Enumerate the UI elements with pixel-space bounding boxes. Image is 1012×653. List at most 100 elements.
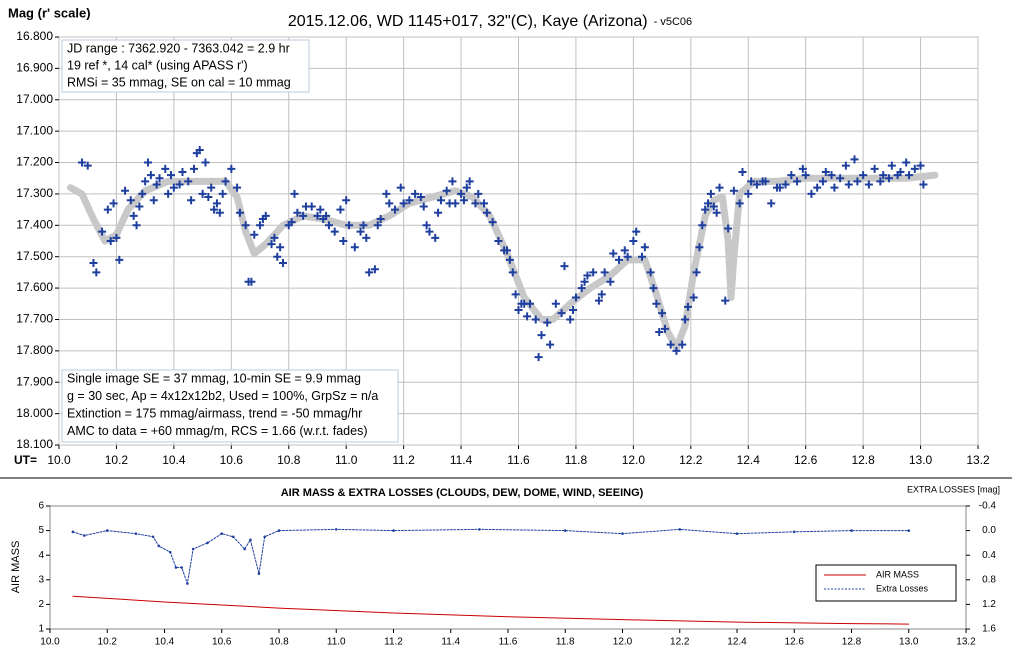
data-point [701, 205, 710, 214]
data-point [273, 252, 282, 261]
y-tick-label: 17.900 [16, 374, 53, 388]
data-point [287, 218, 296, 227]
data-point [442, 186, 451, 195]
data-point [235, 208, 244, 217]
data-point [503, 246, 512, 255]
annotation-text: JD range : 7362.920 - 7363.042 = 2.9 hr [67, 41, 290, 55]
data-point [399, 199, 408, 208]
series-point [563, 529, 567, 532]
x-tick-label: 11.4 [441, 637, 460, 648]
data-point [339, 237, 348, 245]
x-tick-label: 12.8 [851, 453, 875, 467]
data-point [646, 268, 655, 277]
y2-tick-label: -0.4 [979, 501, 997, 512]
data-point [391, 205, 400, 214]
data-point [787, 171, 796, 180]
data-point [704, 199, 713, 208]
data-point [543, 318, 552, 327]
data-point [919, 180, 928, 189]
y-tick-label: 17.300 [16, 186, 53, 200]
y2-axis-label: EXTRA LOSSES [mag] [907, 484, 1000, 494]
data-point [152, 180, 161, 189]
series-point [263, 535, 266, 539]
data-point [709, 202, 718, 211]
x-tick-label: 12.0 [622, 453, 646, 467]
x-tick-label: 11.6 [499, 637, 518, 648]
data-point [821, 167, 830, 176]
data-point [560, 262, 569, 271]
x-tick-label: 12.4 [737, 453, 761, 467]
x-tick-label: 11.0 [327, 637, 346, 648]
data-point [609, 249, 618, 258]
data-point [793, 177, 802, 186]
y-axis-label: AIR MASS [10, 541, 22, 594]
title-suffix: - v5C06 [654, 16, 693, 28]
data-point [798, 164, 807, 173]
x-tick-label: 10.2 [105, 453, 129, 467]
data-point [551, 299, 560, 308]
data-point [115, 255, 124, 264]
data-point [350, 243, 359, 252]
data-point [382, 189, 391, 198]
x-tick-label: 10.6 [220, 453, 244, 467]
data-point [279, 258, 288, 267]
series-point [206, 541, 209, 545]
y-tick-label: 2 [38, 599, 44, 610]
data-point [198, 189, 207, 198]
data-point [531, 315, 540, 324]
data-point [494, 237, 503, 245]
data-point [462, 183, 471, 192]
x-tick-label: 11.0 [335, 453, 358, 467]
series-line [72, 595, 910, 625]
data-point [169, 183, 178, 192]
y-tick-label: 17.200 [16, 155, 53, 169]
data-point [431, 233, 440, 242]
annotation-text: RMSi = 35 mmag, SE on cal = 10 mmag [67, 75, 291, 89]
data-point [689, 293, 698, 302]
data-point [356, 227, 365, 236]
data-point [640, 243, 649, 252]
data-point [89, 258, 98, 267]
x-axis-label: UT= [14, 453, 37, 467]
chart-title: AIR MASS & EXTRA LOSSES (CLOUDS, DEW, DO… [281, 487, 644, 499]
data-point [747, 177, 756, 186]
x-tick-label: 12.6 [785, 637, 805, 648]
x-tick-label: 11.4 [450, 453, 473, 467]
data-point [850, 155, 859, 164]
data-point [623, 252, 632, 261]
title-main: 2015.12.06, WD 1145+017, 32"(C), Kaye (A… [288, 13, 648, 30]
x-tick-label: 12.0 [613, 637, 633, 648]
series-point [678, 528, 682, 531]
data-point [827, 171, 836, 180]
plot-area [49, 505, 967, 630]
data-point [215, 208, 224, 217]
data-point [434, 208, 443, 217]
data-point [652, 299, 661, 308]
y-tick-label: 17.700 [16, 312, 53, 326]
y2-tick-label: 0.0 [982, 525, 996, 536]
data-point [577, 284, 586, 293]
series-point [478, 528, 481, 531]
data-point [385, 199, 394, 208]
data-point [534, 353, 543, 362]
data-point [836, 174, 845, 183]
series-point [174, 566, 178, 569]
x-tick-label: 10.8 [277, 453, 301, 467]
x-tick-label: 10.4 [155, 637, 175, 648]
data-point [345, 221, 354, 230]
data-point [405, 196, 414, 205]
data-point [537, 331, 546, 340]
data-point [210, 205, 219, 214]
data-point [204, 193, 213, 202]
data-point [632, 227, 641, 236]
data-point [155, 174, 164, 183]
x-tick-label: 11.2 [392, 453, 415, 467]
data-point [594, 296, 603, 305]
data-point [761, 177, 770, 186]
y-tick-label: 17.500 [16, 249, 53, 263]
data-point [322, 211, 331, 220]
data-point [752, 180, 761, 189]
data-point [126, 196, 135, 205]
data-point [212, 199, 221, 208]
data-point [712, 208, 721, 217]
